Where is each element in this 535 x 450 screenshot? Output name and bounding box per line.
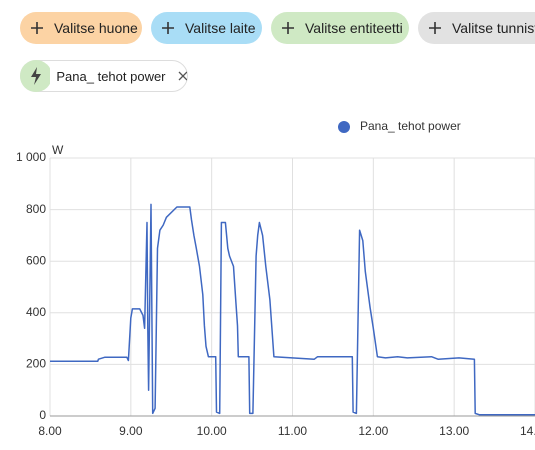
chip-label: Valitse entiteetti <box>305 20 403 36</box>
x-tick-label: 11.00 <box>278 424 307 438</box>
x-tick-label: 9.00 <box>119 424 143 438</box>
y-tick-label: 1 000 <box>16 150 46 164</box>
plus-icon <box>429 22 441 34</box>
y-tick-label: 600 <box>26 253 46 267</box>
y-tick-label: 0 <box>39 408 46 422</box>
plus-icon <box>31 22 43 34</box>
device-chip[interactable]: Valitse laite <box>151 12 262 44</box>
y-tick-label: 400 <box>26 305 46 319</box>
y-axis-label: W <box>52 143 64 157</box>
y-tick-label: 800 <box>26 202 46 216</box>
chip-label: Valitse huone <box>54 20 138 36</box>
chip-label: Valitse laite <box>185 20 256 36</box>
data-line <box>50 203 535 416</box>
plus-icon <box>162 22 174 34</box>
entity-icon <box>20 60 51 92</box>
x-tick-label: 12.00 <box>358 424 388 438</box>
area-chip[interactable]: Valitse huone <box>20 12 142 44</box>
label-chip[interactable]: Valitse tunniste <box>418 12 535 44</box>
entity-chip-picker[interactable]: Valitse entiteetti <box>271 12 409 44</box>
plus-icon <box>282 22 294 34</box>
selected-entity-chip[interactable]: Pana_ tehot power <box>20 60 188 92</box>
x-tick-label: 8.00 <box>38 424 62 438</box>
legend-marker <box>338 121 350 133</box>
x-tick-label: 14.00 <box>520 424 535 438</box>
chip-label: Pana_ tehot power <box>56 68 166 84</box>
remove-icon[interactable] <box>178 71 187 81</box>
x-tick-label: 13.00 <box>439 424 469 438</box>
y-tick-label: 200 <box>26 357 46 371</box>
chip-label: Valitse tunniste <box>452 20 535 36</box>
legend-label: Pana_ tehot power <box>360 119 461 133</box>
x-tick-label: 10.00 <box>197 424 227 438</box>
